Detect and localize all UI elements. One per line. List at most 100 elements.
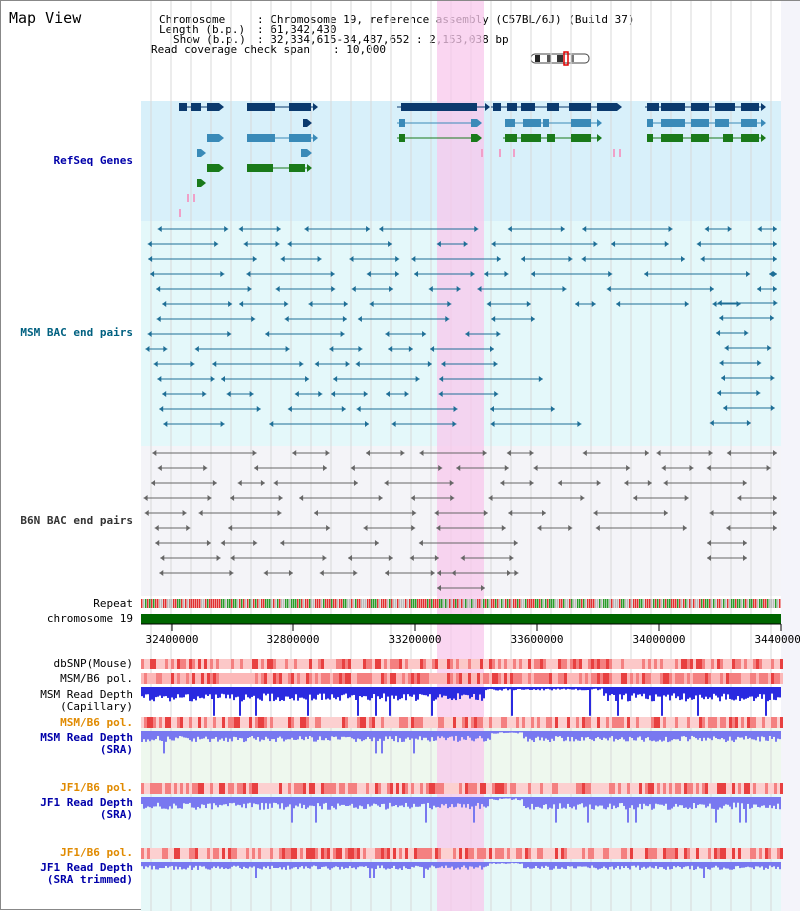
depth-bar xyxy=(591,862,593,866)
heat-cell xyxy=(450,783,453,794)
depth-bar xyxy=(401,731,403,742)
heat-cell xyxy=(606,848,609,859)
repeat-segment xyxy=(779,599,781,608)
depth-bar xyxy=(501,687,503,691)
depth-bar xyxy=(515,862,517,864)
repeat-segment xyxy=(531,599,533,608)
depth-bar xyxy=(635,862,637,868)
axis-tick-label: 34000000 xyxy=(633,633,686,646)
depth-bar xyxy=(199,731,201,740)
depth-bar xyxy=(537,862,539,869)
heat-cell xyxy=(237,673,240,684)
heat-cell xyxy=(183,673,186,684)
heat-cell xyxy=(687,717,690,728)
heat-cell xyxy=(582,717,585,728)
depth-bar xyxy=(529,687,531,690)
depth-bar xyxy=(455,687,457,701)
repeat-segment xyxy=(641,599,643,608)
chromosome-ideogram[interactable] xyxy=(530,51,590,66)
bac-end-marker xyxy=(746,420,751,426)
heat-cell xyxy=(387,848,390,859)
depth-bar xyxy=(729,731,731,737)
depth-bar xyxy=(361,862,363,867)
depth-bar xyxy=(679,687,681,701)
heat-cell xyxy=(711,848,714,859)
repeat-segment xyxy=(575,599,577,608)
repeat-segment xyxy=(569,599,571,608)
bac-end-marker xyxy=(626,465,631,471)
heat-cell xyxy=(771,783,774,794)
depth-bar xyxy=(453,862,455,870)
depth-bar xyxy=(291,731,293,738)
heat-cell xyxy=(369,659,372,669)
depth-bar xyxy=(397,687,399,701)
depth-bar xyxy=(533,862,535,869)
heat-cell xyxy=(393,848,396,859)
heat-cell xyxy=(147,848,150,859)
depth-bar xyxy=(217,731,219,742)
depth-bar xyxy=(387,797,389,809)
depth-bar xyxy=(303,687,305,699)
heat-cell xyxy=(189,659,192,669)
depth-bar xyxy=(253,731,255,739)
heat-cell xyxy=(660,783,663,794)
depth-bar xyxy=(607,797,609,808)
depth-bar xyxy=(517,687,519,689)
heat-cell xyxy=(204,848,207,859)
bac-end-marker xyxy=(284,316,289,322)
depth-bar xyxy=(289,862,291,870)
heat-cell xyxy=(525,783,528,794)
gene-exon xyxy=(289,134,311,142)
heat-cell xyxy=(504,659,507,669)
heat-cell xyxy=(603,848,606,859)
depth-bar xyxy=(305,731,307,737)
heat-cell xyxy=(174,673,177,684)
bac-end-marker xyxy=(292,450,297,456)
depth-bar xyxy=(241,797,243,808)
heat-cell xyxy=(147,717,150,728)
heat-cell xyxy=(327,848,330,859)
heat-cell xyxy=(378,659,381,669)
heat-cell xyxy=(258,783,261,794)
depth-bar xyxy=(449,731,451,737)
depth-bar xyxy=(373,862,375,878)
repeat-segment xyxy=(725,599,727,608)
depth-bar xyxy=(373,731,375,738)
repeat-segment xyxy=(201,599,203,608)
heat-cell xyxy=(591,717,594,728)
depth-bar xyxy=(409,862,411,870)
heat-cell xyxy=(264,848,267,859)
depth-bar xyxy=(759,797,761,808)
depth-bar xyxy=(393,862,395,866)
heat-cell xyxy=(732,673,735,684)
depth-bar xyxy=(279,797,281,809)
heat-cell xyxy=(543,717,546,728)
repeat-segment xyxy=(621,599,623,608)
depth-bar xyxy=(419,731,421,737)
repeat-segment xyxy=(409,599,411,608)
heat-cell xyxy=(546,659,549,669)
repeat-segment xyxy=(205,599,207,608)
heat-cell xyxy=(348,783,351,794)
depth-bar xyxy=(325,797,327,803)
depth-bar xyxy=(295,797,297,806)
heat-cell xyxy=(492,659,495,669)
heat-cell xyxy=(372,717,375,728)
heat-cell xyxy=(561,848,564,859)
depth-bar xyxy=(775,687,777,701)
chromosome-label: chromosome 19 xyxy=(46,612,133,625)
heat-cell xyxy=(201,673,204,684)
heat-cell xyxy=(177,659,180,669)
repeat-segment xyxy=(631,599,633,608)
heat-cell xyxy=(672,659,675,669)
depth-bar xyxy=(159,731,161,741)
depth-bar xyxy=(153,862,155,866)
depth-bar xyxy=(257,862,259,869)
heat-cell xyxy=(687,673,690,684)
depth-bar xyxy=(491,797,493,799)
depth-bar xyxy=(285,797,287,808)
heat-cell xyxy=(285,783,288,794)
heat-cell xyxy=(741,673,744,684)
heat-cell xyxy=(546,848,549,859)
